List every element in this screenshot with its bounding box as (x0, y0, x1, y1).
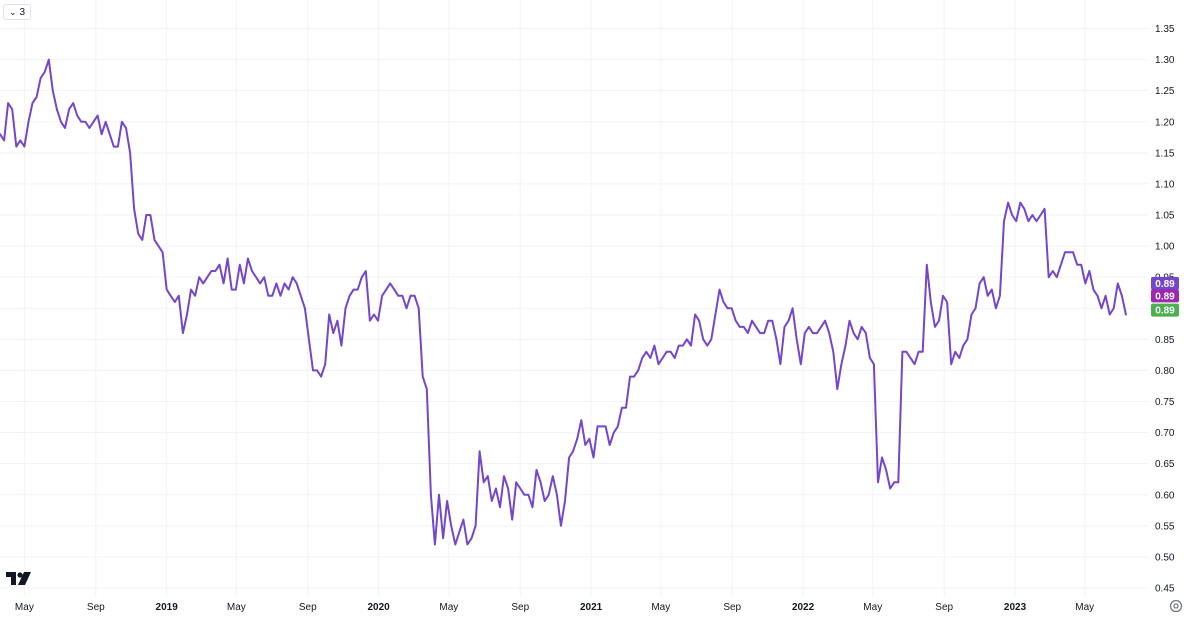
y-tick-label: 1.05 (1155, 211, 1175, 222)
y-tick-label: 0.45 (1155, 584, 1175, 595)
y-tick-label: 0.70 (1155, 428, 1175, 439)
y-tick-label: 0.80 (1155, 366, 1175, 377)
grid (0, 0, 1149, 596)
y-tick-label: 1.25 (1155, 86, 1175, 97)
y-tick-label: 0.75 (1155, 397, 1175, 408)
last-value-badge (1151, 303, 1179, 317)
y-tick-label: 0.65 (1155, 459, 1175, 470)
series-layer (0, 58, 1127, 546)
x-tick-label: May (15, 602, 34, 613)
y-tick-label: 1.35 (1155, 24, 1175, 35)
gear-icon[interactable] (1168, 598, 1184, 614)
x-tick-label: 2022 (792, 602, 815, 613)
tradingview-logo-icon[interactable] (6, 572, 32, 590)
last-value-badge (1151, 289, 1179, 303)
y-tick-label: 1.00 (1155, 242, 1175, 253)
y-tick-label: 0.60 (1155, 490, 1175, 501)
x-tick-label: 2021 (580, 602, 603, 613)
x-tick-label: 2019 (156, 602, 179, 613)
y-tick-label: 0.55 (1155, 521, 1175, 532)
legend-count: 3 (19, 6, 26, 18)
legend-collapse-button[interactable]: ⌄ 3 (3, 4, 32, 20)
x-tick-label: Sep (87, 602, 105, 613)
last-value-badge-label: 0.89 (1155, 291, 1175, 302)
y-tick-label: 0.85 (1155, 335, 1175, 346)
x-tick-label: May (227, 602, 246, 613)
y-tick-label: 1.15 (1155, 148, 1175, 159)
x-tick-label: May (439, 602, 458, 613)
y-tick-label: 1.20 (1155, 117, 1175, 128)
x-tick-label: 2023 (1004, 602, 1027, 613)
y-tick-label: 1.30 (1155, 55, 1175, 66)
x-tick-label: May (1075, 602, 1094, 613)
chevron-down-icon: ⌄ (9, 6, 17, 17)
last-value-badge-label: 0.89 (1155, 279, 1175, 290)
last-value-badge-label: 0.89 (1155, 306, 1175, 317)
x-tick-label: 2020 (367, 602, 390, 613)
last-value-badge (1151, 276, 1179, 290)
x-tick-label: Sep (511, 602, 529, 613)
x-tick-label: Sep (299, 602, 317, 613)
x-tick-label: May (651, 602, 670, 613)
last-value-badges: 0.890.890.89 (1151, 276, 1179, 317)
series-line[interactable] (0, 58, 1127, 546)
x-tick-label: May (863, 602, 882, 613)
x-tick-label: Sep (723, 602, 741, 613)
y-tick-label: 1.10 (1155, 179, 1175, 190)
y-tick-label: 0.50 (1155, 552, 1175, 563)
x-axis[interactable]: May Sep 2019 May Sep 2020 May Sep 2021 May Sep 2022… (15, 602, 1094, 613)
x-tick-label: Sep (935, 602, 953, 613)
